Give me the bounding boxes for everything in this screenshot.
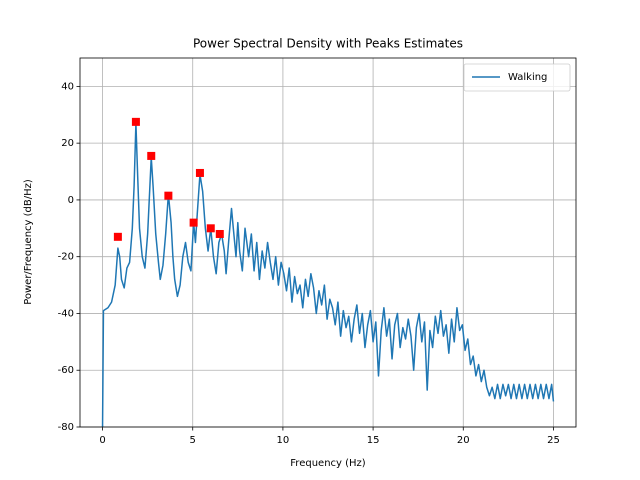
x-axis-label: Frequency (Hz) [290, 458, 366, 469]
peak-marker [195, 168, 204, 177]
x-tick-label: 5 [190, 435, 196, 446]
x-tick-label: 10 [277, 435, 290, 446]
legend-box [463, 63, 571, 92]
y-tick-label: -20 [58, 252, 74, 263]
peak-marker [215, 229, 224, 238]
x-tick-label: 20 [457, 435, 470, 446]
x-tick-label: 25 [547, 435, 560, 446]
y-tick-label: -80 [58, 422, 74, 433]
peak-marker [131, 117, 140, 126]
chart-title: Power Spectral Density with Peaks Estima… [193, 37, 463, 51]
peak-marker [147, 151, 156, 160]
line-series [101, 122, 555, 427]
y-axis-label: Power/Frequency (dB/Hz) [23, 179, 34, 305]
y-tick-label: 20 [61, 138, 74, 149]
axes-frame [79, 57, 577, 428]
x-tick-label: 0 [99, 435, 105, 446]
y-tick-label: 0 [68, 195, 74, 206]
peak-marker [113, 232, 122, 241]
x-tick-label: 15 [367, 435, 380, 446]
peak-marker [164, 191, 173, 200]
y-tick-label: 40 [61, 81, 74, 92]
y-tick-label: -40 [58, 308, 74, 319]
legend-label: Walking [508, 72, 547, 83]
peak-marker [206, 224, 215, 233]
y-tick-label: -60 [58, 365, 74, 376]
peak-marker [189, 218, 198, 227]
